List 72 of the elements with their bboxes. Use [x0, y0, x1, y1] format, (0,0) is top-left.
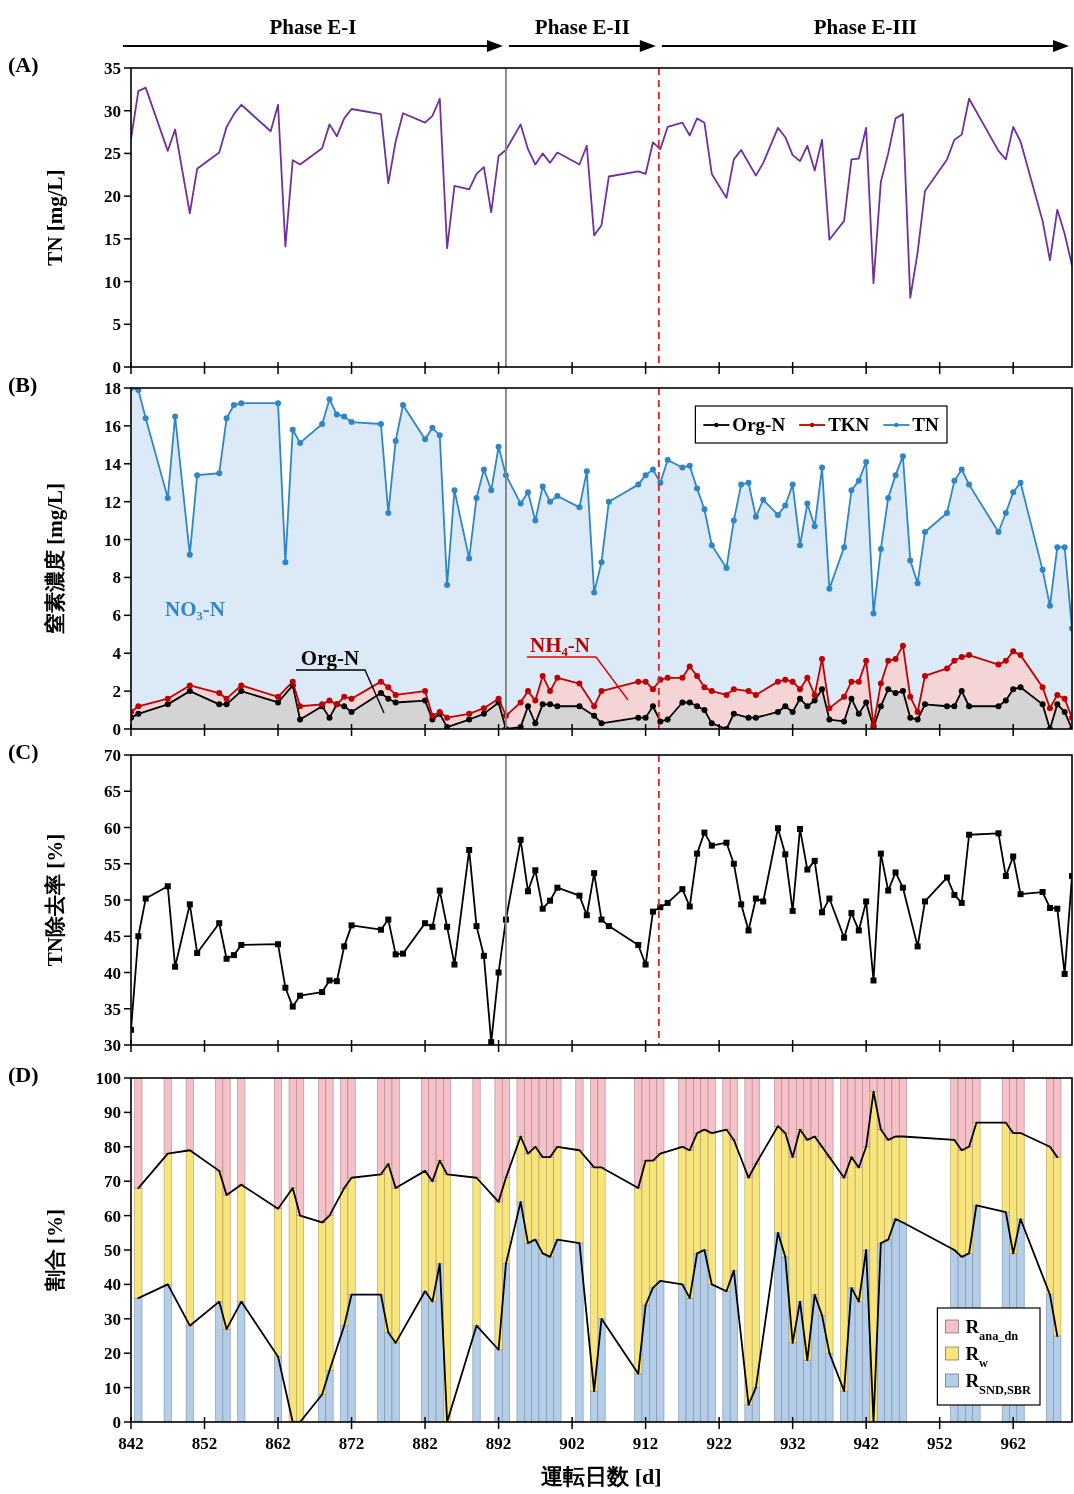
y-tick-label: 70 [104, 746, 121, 765]
y-tick-label: 20 [104, 187, 121, 207]
text: Phase E-I [269, 15, 357, 39]
y-tick-label: 60 [104, 1206, 121, 1226]
y-tick-label: 18 [104, 379, 121, 398]
y-axis-title: TN [mg/L] [43, 169, 67, 266]
y-tick-label: 50 [104, 891, 121, 910]
x-tick-label: 962 [1000, 1434, 1026, 1453]
y-axis-title: 窒素濃度 [mg/L] [43, 482, 67, 635]
y-tick-label: 4 [112, 644, 122, 664]
y-tick-label: 25 [104, 144, 121, 164]
legend-label: Org-N [732, 414, 786, 435]
y-tick-label: 10 [104, 272, 121, 292]
y-tick-label: 55 [104, 854, 121, 874]
legend-label: R$_{ana_dn}$ [965, 1316, 1019, 1343]
x-tick-label: 922 [706, 1434, 732, 1453]
y-tick-label: 40 [104, 963, 121, 983]
y-tick-label: 30 [104, 1309, 121, 1329]
legend-label: R$_{SND,SBR}$ [965, 1370, 1032, 1397]
y-tick-label: 10 [104, 530, 121, 550]
chart-title: (B) [8, 372, 38, 397]
y-tick-label: 35 [104, 999, 121, 1019]
y-tick-label: 15 [104, 229, 121, 249]
y-tick-label: 45 [104, 927, 121, 947]
y-tick-label: 35 [104, 59, 121, 78]
y-tick-label: 14 [104, 454, 122, 474]
chart-title: (D) [8, 1062, 39, 1087]
y-tick-label: 10 [104, 1378, 121, 1398]
y-tick-label: 30 [104, 1036, 121, 1055]
y-tick-label: 65 [104, 782, 121, 802]
text: Phase E-III [813, 15, 918, 39]
y-tick-label: 0 [112, 720, 121, 739]
legend-label: TN [912, 414, 939, 435]
y-tick-label: 0 [112, 1413, 121, 1432]
y-tick-label: 100 [95, 1069, 121, 1088]
x-tick-label: 912 [632, 1434, 659, 1453]
annotation: NO₃-N [165, 597, 225, 621]
y-axis-title: TN除去率 [%] [43, 833, 67, 967]
annotation: Org-N [300, 646, 360, 670]
x-tick-label: 862 [265, 1434, 291, 1453]
y-tick-label: 2 [112, 682, 121, 702]
x-tick-label: 942 [853, 1434, 879, 1453]
chart-title: (A) [8, 52, 39, 77]
x-tick-label: 872 [338, 1434, 365, 1453]
y-tick-label: 0 [112, 358, 121, 377]
y-tick-label: 6 [112, 606, 121, 626]
y-tick-label: 70 [104, 1172, 121, 1192]
y-tick-label: 8 [112, 568, 121, 588]
y-tick-label: 40 [104, 1275, 121, 1295]
text: Phase E-II [534, 15, 630, 39]
y-axis-title: 割合 [%] [43, 1208, 67, 1293]
x-tick-label: 892 [485, 1434, 512, 1453]
chart-title: (C) [8, 739, 39, 764]
x-axis-title: 運転日数 [d] [541, 1464, 662, 1489]
x-tick-label: 932 [779, 1434, 806, 1453]
legend-label: R$_{w}$ [965, 1343, 989, 1370]
y-tick-label: 80 [104, 1137, 121, 1157]
y-tick-label: 5 [112, 315, 121, 335]
y-tick-label: 12 [104, 492, 121, 512]
y-tick-label: 90 [104, 1103, 121, 1123]
x-tick-label: 852 [191, 1434, 218, 1453]
y-tick-label: 50 [104, 1241, 121, 1260]
y-tick-label: 16 [104, 416, 121, 436]
x-tick-label: 952 [926, 1434, 953, 1453]
x-tick-label: 882 [412, 1434, 438, 1453]
x-tick-label: 842 [118, 1434, 144, 1453]
x-tick-label: 902 [559, 1434, 585, 1453]
y-tick-label: 60 [104, 818, 121, 838]
y-tick-label: 30 [104, 101, 121, 121]
y-tick-label: 20 [104, 1344, 121, 1364]
legend-label: TKN [828, 414, 870, 435]
annotation: NH₄-N [530, 633, 590, 657]
